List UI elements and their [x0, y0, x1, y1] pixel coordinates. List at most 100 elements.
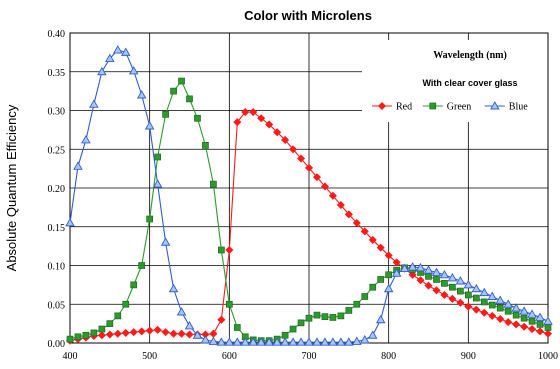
legend-item-green: Green [422, 102, 471, 113]
green-data-point [345, 307, 353, 314]
blue-data-point [328, 337, 338, 346]
blue-data-point [320, 337, 330, 346]
green-data-point [464, 291, 472, 299]
y-tick-label: 0.25 [48, 145, 66, 156]
cover-glass-annotation: With clear cover glass [423, 78, 518, 88]
y-tick-label: 0.20 [48, 184, 66, 195]
blue-data-point [288, 337, 298, 346]
red-data-point [456, 298, 465, 307]
green-data-point [74, 333, 82, 341]
blue-data-point [543, 316, 553, 325]
green-data-point [472, 294, 480, 302]
y-axis-label: Absolute Quantum Efficiency [4, 104, 19, 271]
blue-data-point [113, 45, 123, 54]
red-data-point [536, 327, 545, 336]
green-data-point [457, 287, 464, 295]
legend-marker [377, 101, 387, 111]
blue-data-point [160, 237, 171, 246]
red-data-point [376, 243, 385, 252]
legend: Red Green Blue [372, 101, 528, 113]
green-data-point [202, 142, 209, 149]
green-data-point [154, 153, 161, 161]
green-data-point [321, 313, 329, 320]
green-data-point [106, 320, 114, 327]
red-data-point [520, 322, 529, 331]
red-data-point [344, 210, 353, 219]
red-data-point [209, 329, 218, 338]
blue-data-point [479, 287, 490, 297]
green-data-point [377, 276, 385, 283]
green-data-point [369, 283, 377, 291]
red-data-point [289, 145, 298, 154]
blue-data-point [415, 262, 426, 272]
green-data-point [90, 329, 98, 337]
x-tick-label: 500 [142, 351, 157, 362]
series-layer [65, 45, 553, 346]
red-data-point [472, 305, 481, 314]
blue-data-point [232, 337, 243, 346]
red-data-point [432, 286, 441, 295]
y-tick-label: 0.00 [48, 339, 66, 350]
red-data-point [241, 108, 250, 117]
blue-data-point [511, 303, 521, 312]
green-data-point [162, 111, 169, 118]
x-tick-label: 600 [222, 351, 237, 362]
legend-background [362, 40, 548, 122]
red-data-point [416, 276, 425, 285]
red-data-point [440, 290, 449, 299]
green-data-point [98, 325, 106, 333]
red-data-point [233, 118, 242, 127]
red-data-point [177, 329, 186, 338]
green-data-point [441, 279, 448, 287]
green-data-point [289, 325, 297, 333]
red-data-point [424, 281, 433, 290]
legend-label: Green [447, 102, 471, 113]
green-data-point [297, 319, 305, 327]
blue-data-point [120, 47, 131, 56]
y-tick-label: 0.15 [48, 223, 66, 234]
red-data-point [97, 331, 106, 340]
blue-data-point [407, 262, 418, 271]
red-data-point [169, 329, 178, 338]
legend-marker [490, 101, 500, 110]
red-data-point [265, 120, 274, 129]
blue-data-point [240, 337, 251, 346]
blue-data-point [272, 337, 282, 346]
blue-data-point [519, 306, 529, 315]
red-data-point [217, 315, 226, 324]
blue-data-point [152, 179, 163, 188]
blue-data-point [184, 321, 195, 330]
red-data-point [249, 108, 258, 117]
x-tick-label: 1000 [538, 351, 558, 362]
y-tick-label: 0.10 [48, 262, 66, 273]
green-data-point [146, 215, 154, 223]
red-data-point [105, 330, 114, 339]
green-data-point [114, 312, 122, 320]
x-tick-label: 900 [461, 351, 476, 362]
blue-data-point [144, 121, 155, 130]
blue-data-point [192, 330, 203, 339]
green-data-point [353, 300, 361, 308]
green-data-point [480, 298, 488, 306]
green-data-point [337, 312, 345, 320]
red-data-point [225, 245, 234, 255]
legend-marker [429, 102, 437, 110]
blue-data-point [383, 283, 394, 293]
blue-data-point [495, 295, 505, 304]
green-data-point [130, 281, 138, 289]
red-data-point [384, 251, 393, 260]
red-data-point [304, 163, 314, 172]
blue-data-point [168, 283, 179, 293]
red-data-point [543, 329, 553, 338]
green-data-point [425, 273, 432, 280]
blue-data-point [65, 217, 75, 227]
y-tick-label: 0.35 [48, 68, 66, 79]
blue-data-point [471, 283, 482, 293]
blue-data-point [336, 337, 346, 346]
red-data-point [185, 330, 194, 339]
green-data-point [82, 331, 90, 339]
green-data-point [218, 246, 225, 254]
legend-label: Blue [509, 102, 528, 113]
